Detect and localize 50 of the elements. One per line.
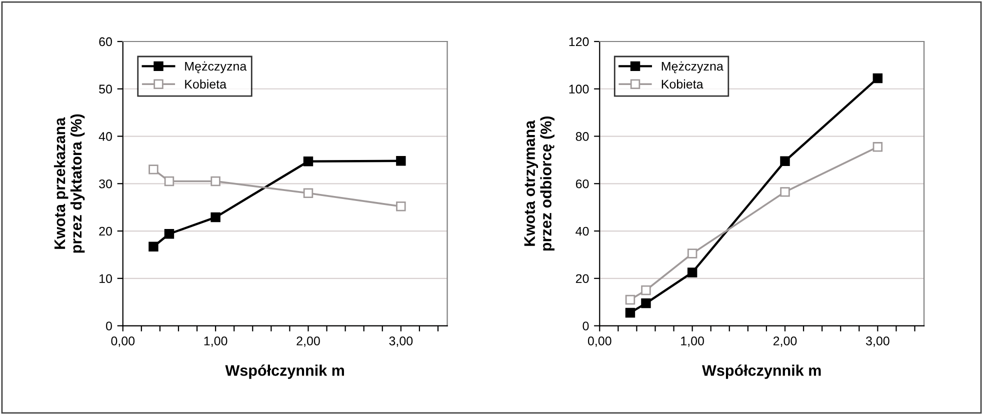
point xyxy=(303,188,314,198)
point xyxy=(396,156,406,166)
y-tick-label: 0 xyxy=(106,322,112,330)
point xyxy=(872,73,883,84)
x-tick-label: 2,00 xyxy=(773,336,797,347)
x-axis-title: Współczynnik m xyxy=(702,364,821,379)
point xyxy=(687,268,698,278)
x-tick-label: 3,00 xyxy=(389,336,413,347)
point xyxy=(148,164,158,174)
x-tick-label: 2,00 xyxy=(296,336,320,347)
y-tick-label: 120 xyxy=(569,37,589,46)
point xyxy=(148,242,158,252)
point xyxy=(303,156,314,166)
point xyxy=(164,229,174,239)
point xyxy=(780,187,790,197)
x-tick-label: 0,00 xyxy=(111,336,135,347)
point xyxy=(780,156,790,166)
x-axis-title: Współczynnik m xyxy=(225,364,344,379)
legend-label: Mężczyzna xyxy=(185,62,247,74)
y-tick-label: 20 xyxy=(99,226,112,236)
legend-label: Kobieta xyxy=(662,79,704,89)
y-tick-label: 60 xyxy=(576,179,589,188)
x-tick-label: 1,00 xyxy=(204,336,228,347)
y-tick-label: 40 xyxy=(98,132,112,141)
point xyxy=(872,142,883,152)
y-tick-label: 60 xyxy=(99,37,112,46)
point xyxy=(210,212,220,222)
y-tick-label: 30 xyxy=(99,179,112,188)
point xyxy=(210,176,220,186)
point xyxy=(625,308,636,318)
point xyxy=(641,298,651,308)
point xyxy=(687,248,698,258)
y-axis-title: Kwota otrzymana przez odbiorcę (%) xyxy=(524,116,554,251)
y-tick-label: 10 xyxy=(100,274,112,284)
x-tick-label: 3,00 xyxy=(866,336,890,347)
point xyxy=(641,285,651,296)
point xyxy=(164,176,174,186)
y-tick-label: 20 xyxy=(576,274,589,284)
legend-label: Mężczyzna xyxy=(662,62,724,74)
y-tick-label: 100 xyxy=(569,84,589,94)
y-tick-label: 80 xyxy=(576,132,589,141)
y-tick-label: 0 xyxy=(582,322,589,330)
y-tick-label: 40 xyxy=(576,226,589,236)
x-tick-label: 0,00 xyxy=(588,336,612,347)
point xyxy=(625,294,636,305)
y-axis-title: Kwota przekazana przez dyktatora (%) xyxy=(54,114,85,253)
y-tick-label: 50 xyxy=(99,84,112,94)
legend-label: Kobieta xyxy=(185,79,227,89)
x-tick-label: 1,00 xyxy=(681,336,704,347)
point xyxy=(396,202,406,212)
